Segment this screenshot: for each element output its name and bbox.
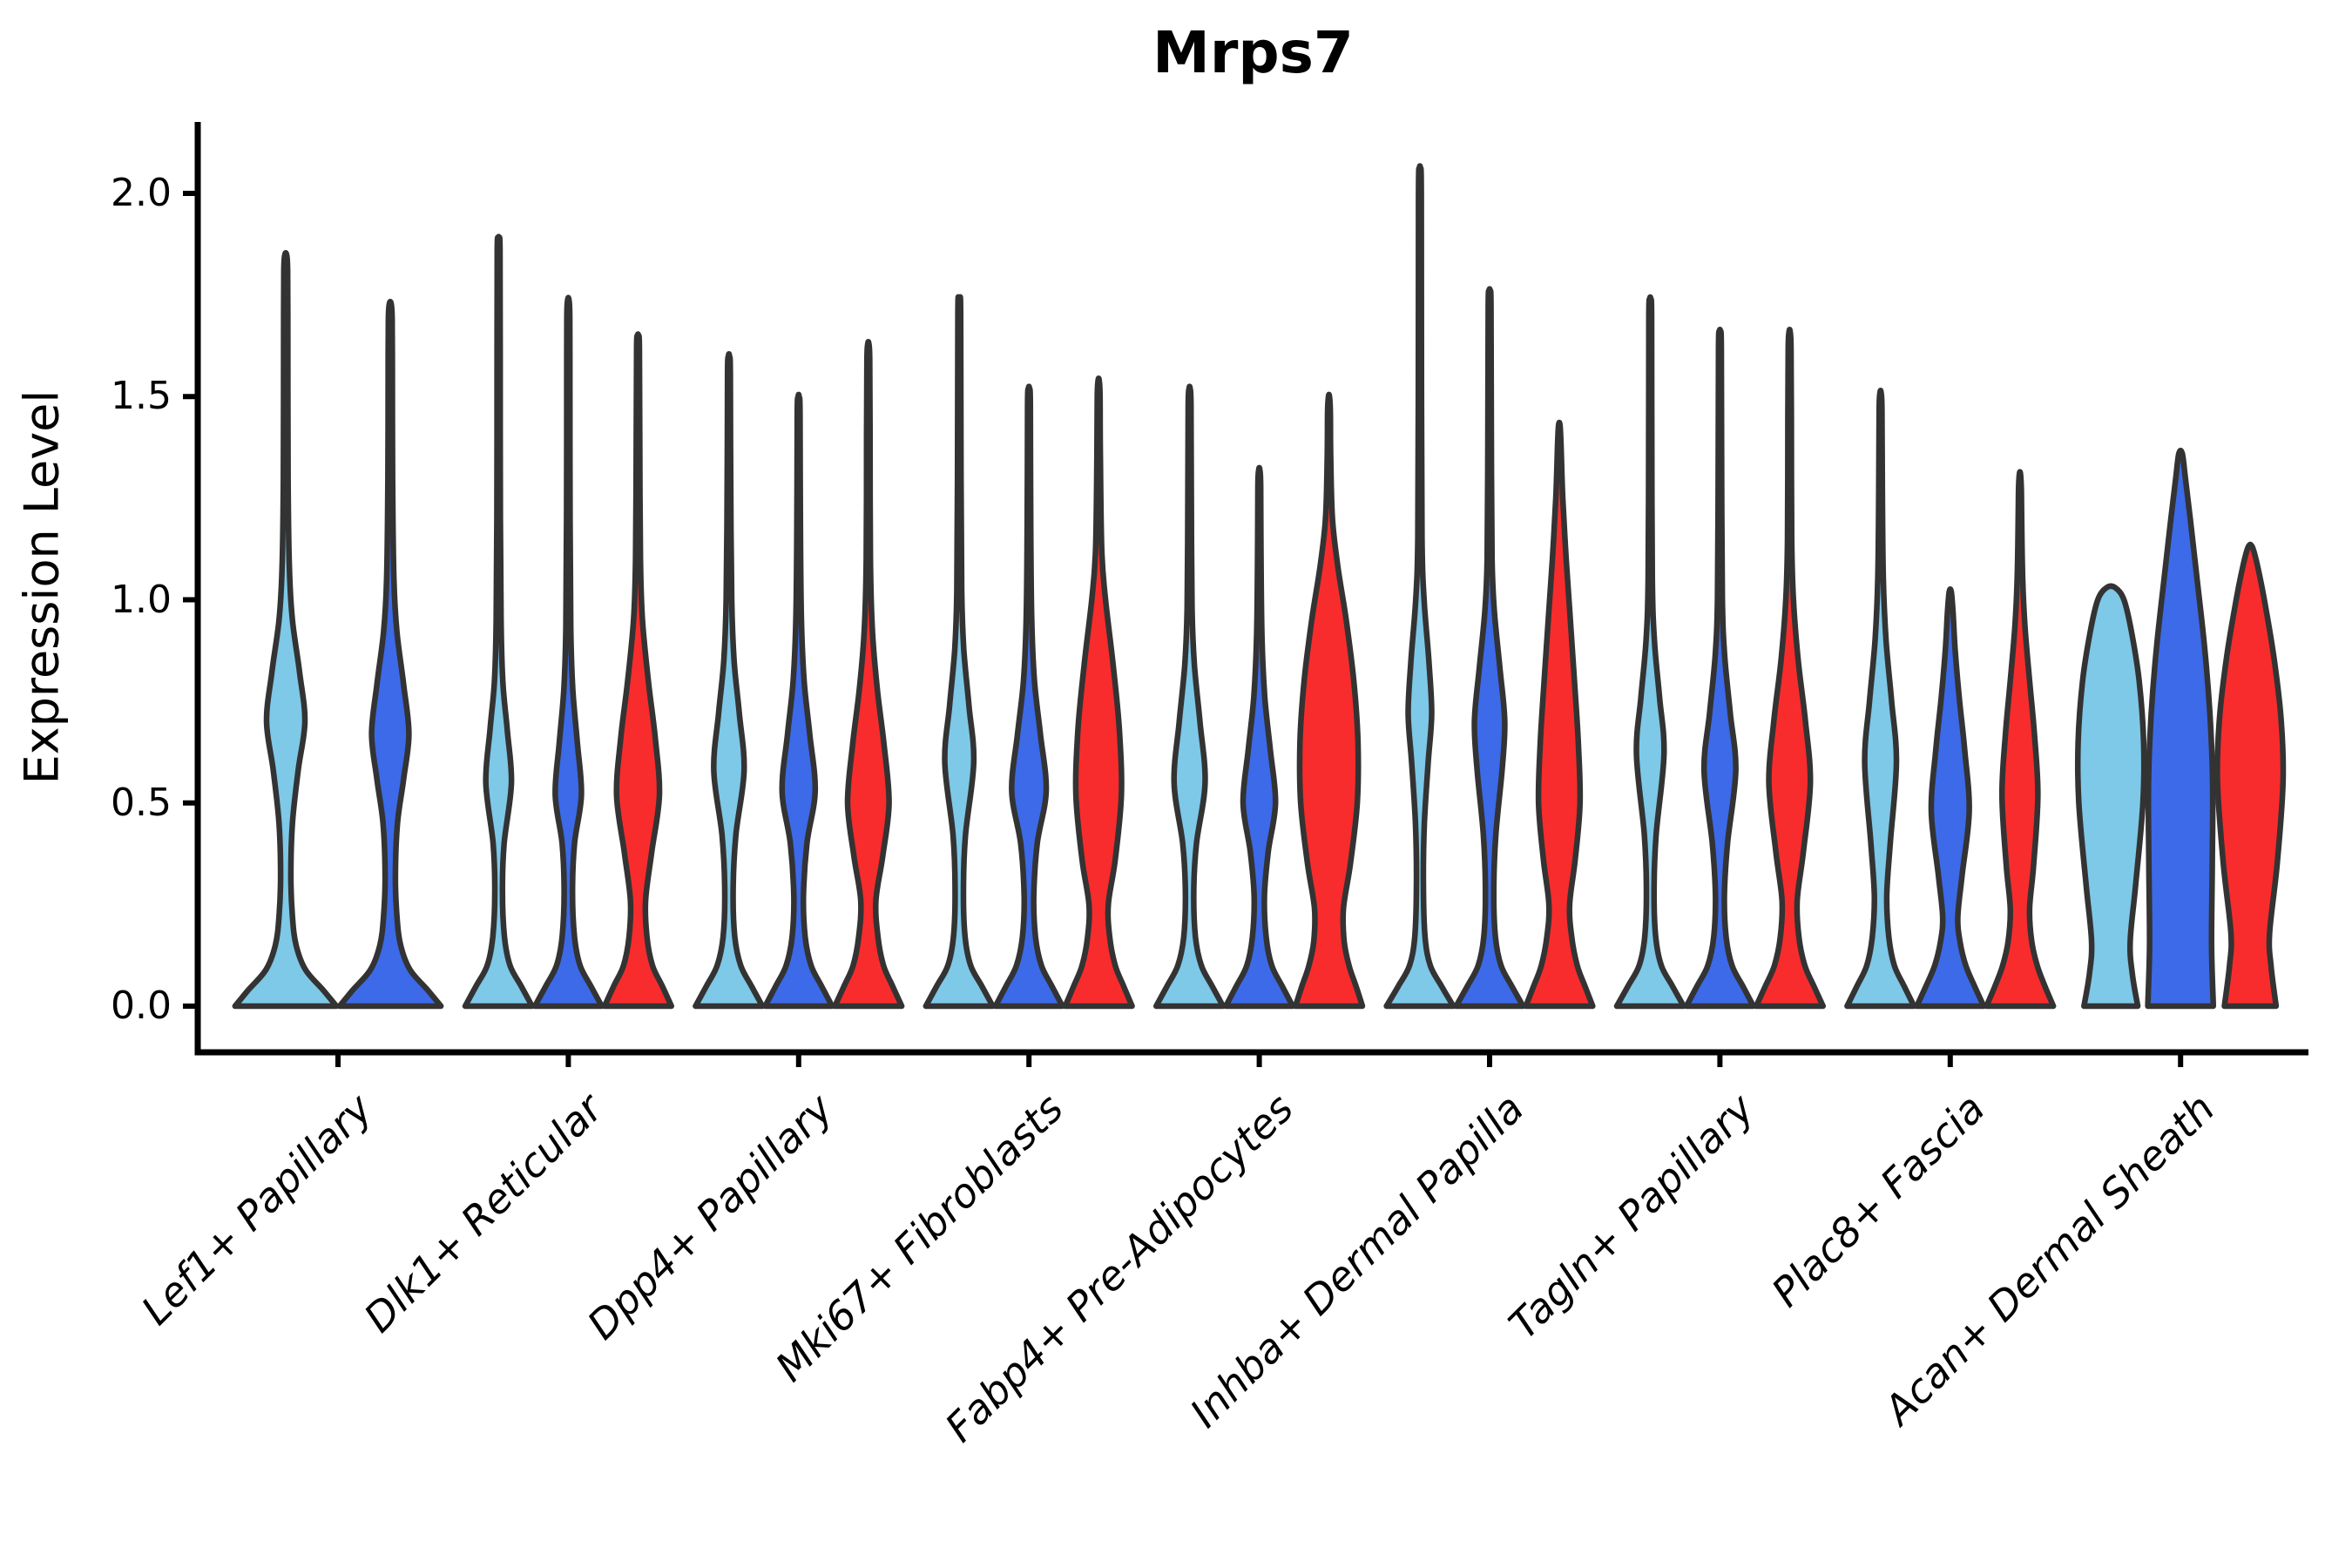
violin-red xyxy=(601,331,675,1010)
violin-light_blue xyxy=(2074,583,2147,1010)
violin-light_blue xyxy=(232,249,340,1010)
violin-light_blue xyxy=(1844,388,1917,1010)
violin-light_blue xyxy=(1383,163,1456,1010)
violin-light_blue xyxy=(923,294,996,1010)
violin-dark_blue xyxy=(1683,327,1757,1010)
violin-red xyxy=(1984,469,2057,1010)
violin-dark_blue xyxy=(336,298,444,1010)
violin-red xyxy=(832,339,905,1010)
violin-light_blue xyxy=(693,351,766,1010)
violin-dark_blue xyxy=(762,391,835,1010)
violin-dark_blue xyxy=(1453,286,1526,1010)
violin-light_blue xyxy=(1152,383,1227,1010)
violin-dark_blue xyxy=(2145,447,2217,1010)
y-tick-label: 1.5 xyxy=(111,374,172,419)
violin-red xyxy=(1062,375,1135,1010)
violin-dark_blue xyxy=(1222,464,1296,1010)
violin-red xyxy=(1753,327,1827,1010)
y-axis-label: Expression Level xyxy=(14,389,70,785)
violin-dark_blue xyxy=(1914,586,1987,1010)
violin-light_blue xyxy=(462,233,536,1010)
chart-title: Mrps7 xyxy=(1152,19,1354,86)
violin-red xyxy=(1523,419,1596,1010)
y-tick-label: 2.0 xyxy=(111,171,172,215)
y-tick-label: 0.5 xyxy=(111,780,172,825)
violin-light_blue xyxy=(1613,294,1687,1010)
violin-red xyxy=(1292,391,1366,1010)
violin-dark_blue xyxy=(531,294,605,1010)
y-tick-label: 0.0 xyxy=(111,983,172,1028)
violin-dark_blue xyxy=(992,383,1065,1010)
violin-red xyxy=(2214,541,2287,1010)
y-tick-label: 1.0 xyxy=(111,577,172,622)
